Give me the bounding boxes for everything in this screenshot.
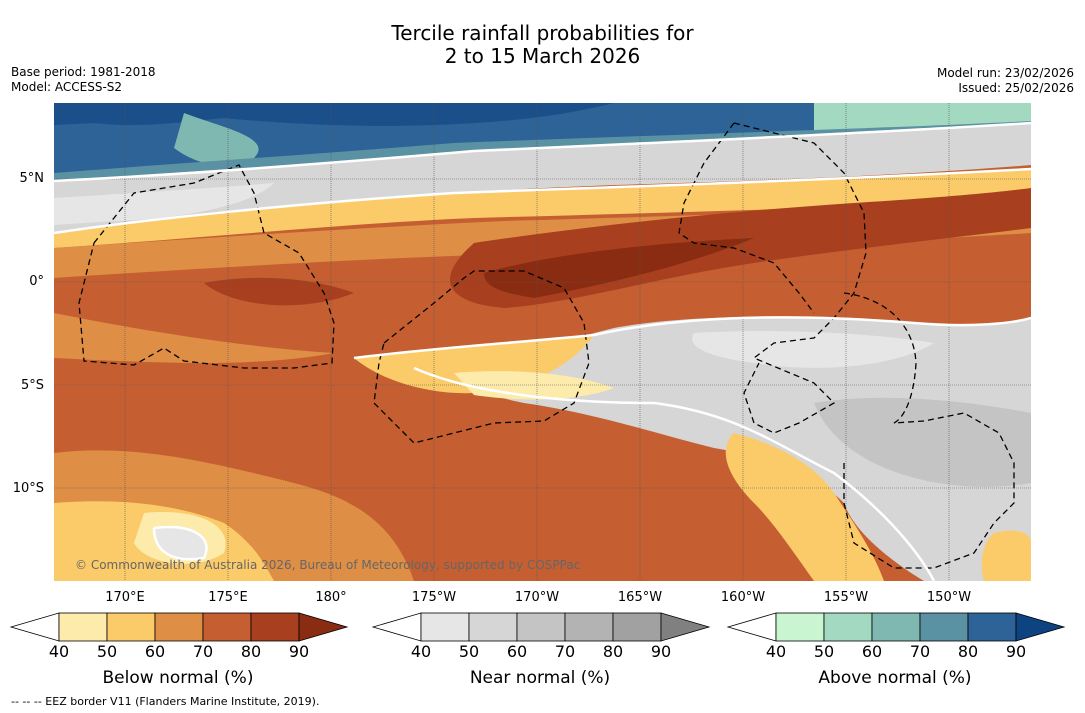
lat-label-10s: 10°S [12,481,44,496]
near-normal-north [54,123,1031,233]
eez-kiribati-line [733,122,867,434]
near-normal-east-light [692,331,934,368]
colorbars [9,612,1066,642]
probability-map [54,103,1031,581]
cb0-tick-60: 60 [144,642,166,661]
colorbar-label-above-normal: Above normal (%) [818,668,972,688]
colorbar-extend-high [1015,612,1066,642]
colorbar-segment [250,612,300,642]
lon-label-170e: 170°E [105,590,145,605]
outline-near-north [54,167,1031,235]
run-info: Model run: 23/02/2026 Issued: 25/02/2026 [937,66,1074,96]
below-normal-50-southeast [725,433,884,581]
title-line-2: 2 to 15 March 2026 [444,44,641,68]
near-normal-south-west [154,527,207,560]
cb1-tick-40: 40 [410,642,432,661]
eez-borders [78,122,1015,569]
lon-label-170w: 170°W [514,590,560,605]
colorbar-segment [775,612,825,642]
model-run-date: Model run: 23/02/2026 [936,66,1074,80]
colorbar-label-near-normal: Near normal (%) [469,668,611,688]
cb0-tick-70: 70 [192,642,214,661]
colorbar-segment [967,612,1017,642]
cb1-tick-70: 70 [554,642,576,661]
cb2-tick-60: 60 [861,642,883,661]
colorbar-extend-low [9,612,60,642]
graticule [54,103,1031,581]
map-canvas [54,103,1031,581]
cb0-tick-80: 80 [240,642,262,661]
colorbar-segment [468,612,518,642]
colorbar-near-normal [371,612,711,642]
colorbar-segment [564,612,614,642]
cb2-tick-40: 40 [765,642,787,661]
lon-label-155w: 155°W [823,590,869,605]
lon-label-160w: 160°W [720,590,766,605]
colorbar-label-below-normal: Below normal (%) [102,668,254,688]
colorbar-below-normal [9,612,349,642]
cb2-tick-90: 90 [1005,642,1027,661]
colorbar-segment [106,612,156,642]
below-normal-60-west [54,313,334,363]
lon-label-180: 180° [315,590,347,605]
colorbar-segment [58,612,108,642]
colorbar-extend-low [726,612,777,642]
colorbar-segment [612,612,662,642]
eez-legend-note: -- -- -- EEZ border V11 (Flanders Marine… [11,695,320,708]
outline-above-north [54,121,1031,183]
lat-label-5n: 5°N [19,171,45,186]
cb0-tick-40: 40 [48,642,70,661]
map-title: Tercile rainfall probabilities for 2 to … [0,22,1085,68]
cb0-tick-50: 50 [96,642,118,661]
outline-near-southwest [152,525,208,561]
tercile-outlines [54,121,1031,581]
cb1-tick-80: 80 [602,642,624,661]
colorbar-segment [516,612,566,642]
below-normal-50-north [54,169,1031,248]
cb2-tick-70: 70 [909,642,931,661]
lon-label-165w: 165°W [617,590,663,605]
below-normal-40-central [454,371,614,400]
lat-label-5s: 5°S [20,378,44,393]
eez-kiribati-gilbert [78,164,335,369]
lon-label-150w: 150°W [926,590,972,605]
cb2-tick-80: 80 [957,642,979,661]
lon-label-175w: 175°W [411,590,457,605]
cb2-tick-50: 50 [813,642,835,661]
cb1-tick-90: 90 [650,642,672,661]
outline-near-central [353,316,1031,360]
issued-date: Issued: 25/02/2026 [958,81,1074,95]
lat-label-0: 0° [29,274,44,289]
outline-near-south [413,366,936,581]
colorbar-extend-high [660,612,711,642]
model-info: Base period: 1981-2018 Model: ACCESS-S2 [11,65,156,95]
colorbar-segment [420,612,470,642]
copyright-notice: © Commonwealth of Australia 2026, Bureau… [75,558,581,572]
base-period: Base period: 1981-2018 [11,65,156,79]
cb0-tick-90: 90 [288,642,310,661]
colorbar-above-normal [726,612,1066,642]
lon-label-175e: 175°E [208,590,248,605]
near-normal-north-light [54,183,274,225]
colorbar-segment [823,612,873,642]
colorbar-segment [919,612,969,642]
below-normal-80-west [204,277,354,306]
model-name: Model: ACCESS-S2 [11,80,123,94]
colorbar-extend-high [298,612,349,642]
title-line-1: Tercile rainfall probabilities for [391,21,694,45]
colorbar-segment [871,612,921,642]
colorbar-segment [202,612,252,642]
cb1-tick-50: 50 [458,642,480,661]
colorbar-extend-low [371,612,422,642]
below-normal-50-east-edge [981,530,1031,581]
eez-cook-islands [843,292,1015,569]
eez-kiribati-line-west [678,122,815,314]
cb1-tick-60: 60 [506,642,528,661]
colorbar-segment [154,612,204,642]
eez-kiribati-phoenix [373,270,590,444]
above-normal-70 [174,113,259,166]
